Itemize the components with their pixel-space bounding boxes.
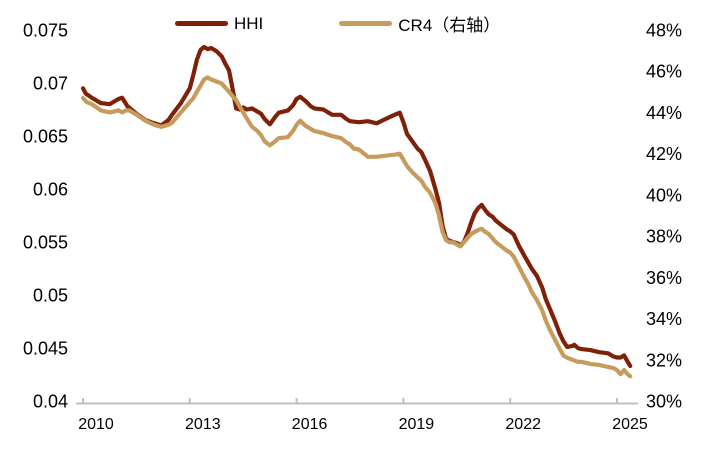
right-axis-tick-label: 38% (646, 227, 682, 247)
left-axis-tick-label: 0.04 (33, 392, 68, 412)
left-axis-tick-label: 0.07 (33, 74, 68, 94)
x-axis-tick-label: 2016 (292, 416, 328, 433)
left-axis-tick-label: 0.06 (33, 180, 68, 200)
left-axis-tick-label: 0.065 (23, 127, 68, 147)
left-axis-tick-label: 0.05 (33, 286, 68, 306)
cr4-line-swatch-icon (339, 21, 393, 26)
right-axis-tick-label: 32% (646, 350, 682, 370)
right-axis-tick-label: 36% (646, 268, 682, 288)
chart-legend: HHI CR4（右轴） (175, 11, 500, 36)
x-axis-tick-label: 2010 (78, 416, 114, 433)
hhi-line-swatch-icon (175, 21, 228, 26)
x-axis-tick-label: 2013 (185, 416, 221, 433)
right-axis-tick-label: 30% (646, 392, 682, 412)
legend-label-cr4: CR4（右轴） (398, 16, 501, 35)
left-axis-tick-label: 0.045 (23, 339, 68, 359)
legend-item-hhi: HHI (175, 14, 263, 34)
left-axis-tick-label: 0.055 (23, 233, 68, 253)
legend-label-hhi: HHI (234, 13, 264, 33)
right-axis-tick-label: 40% (646, 185, 682, 205)
right-axis-tick-label: 34% (646, 309, 682, 329)
x-axis-tick-label: 2019 (399, 416, 435, 433)
legend-item-cr4: CR4（右轴） (339, 11, 500, 36)
right-axis-tick-label: 44% (646, 103, 682, 123)
x-axis-tick-label: 2025 (612, 416, 648, 433)
x-axis-tick-label: 2022 (505, 416, 541, 433)
right-axis-tick-label: 48% (646, 21, 682, 41)
series-line-hhi (80, 44, 633, 369)
right-axis-tick-label: 46% (646, 62, 682, 82)
right-axis-tick-label: 42% (646, 144, 682, 164)
series-line-cr4 (80, 75, 633, 379)
left-axis-tick-label: 0.075 (23, 21, 68, 41)
